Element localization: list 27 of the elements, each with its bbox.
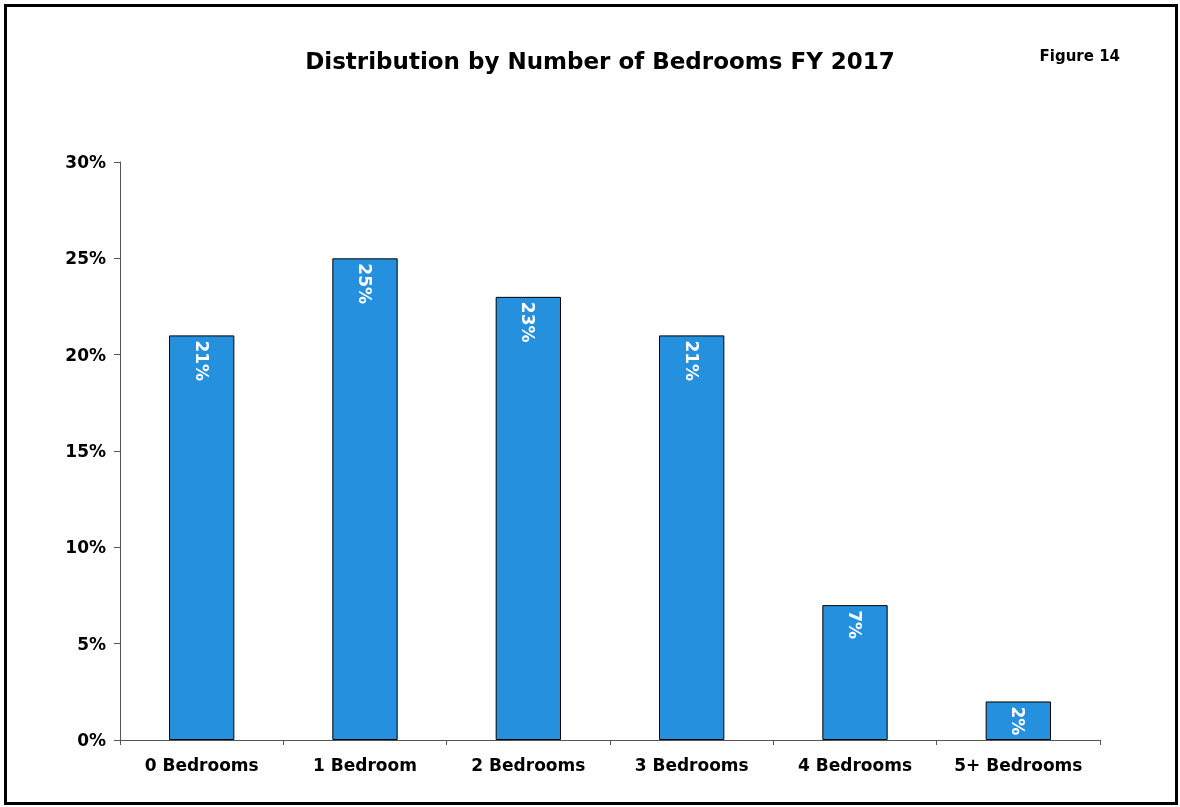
x-tick-label: 5+ Bedrooms [954,754,1083,775]
data-label: 21% [191,340,212,382]
y-tick-label: 20% [65,344,106,365]
x-tick-label: 0 Bedrooms [144,754,259,775]
y-tick-label: 30% [65,152,106,172]
bar [169,335,235,740]
x-tick-label: 3 Bedrooms [634,754,749,775]
data-label: 2% [1008,706,1029,736]
y-tick-label: 5% [77,633,106,654]
bar [659,335,725,740]
bar [985,701,1051,740]
bar [332,258,398,740]
data-label: 21% [681,340,702,382]
data-label: 25% [355,263,375,305]
y-tick-label: 10% [65,537,106,558]
chart-title: Distribution by Number of Bedrooms FY 2017 [305,47,895,74]
y-tick-label: 25% [65,248,106,269]
x-tick-label: 1 Bedroom [313,754,417,775]
y-tick-label: 0% [77,730,106,750]
x-tick-label: 4 Bedrooms [798,754,912,775]
bar [822,605,888,740]
x-tick-label: 2 Bedrooms [471,754,586,775]
y-tick-label: 15% [65,441,106,461]
data-label: 7% [845,610,865,640]
data-label: 23% [518,301,539,343]
bar [495,296,561,740]
caption: Figure 14 [1039,46,1121,65]
